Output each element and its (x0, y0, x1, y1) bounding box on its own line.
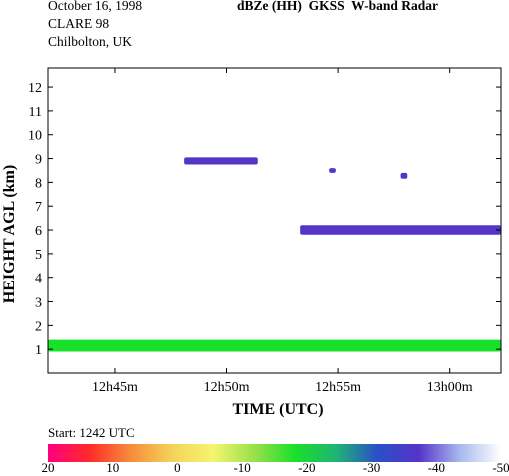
colorbar-tick-label: -30 (362, 460, 381, 475)
echo-layer (400, 172, 408, 179)
y-axis-label: HEIGHT AGL (km) (1, 165, 18, 303)
y-tick-label: 7 (35, 200, 42, 215)
colorbar-tick-label: -10 (233, 460, 251, 475)
y-tick-label: 11 (29, 105, 42, 120)
chart-title: dBZe (HH) GKSS W-band Radar (237, 0, 439, 13)
x-tick-label: 13h00m (427, 380, 473, 395)
x-axis: 12h45m 12h50m 12h55m 13h00m (92, 68, 473, 395)
colorbar-tick-label: 0 (174, 460, 181, 475)
y-tick-label: 1 (35, 343, 42, 358)
colorbar-tick-label: -20 (298, 460, 316, 475)
campaign-label: CLARE 98 (48, 16, 110, 31)
colorbar-tick-label: 20 (41, 460, 55, 475)
date-label: October 16, 1998 (48, 0, 143, 13)
x-tick-label: 12h55m (315, 380, 361, 395)
y-tick-label: 12 (28, 81, 42, 96)
colorbar (48, 444, 501, 462)
colorbar-tick-label: 10 (106, 460, 120, 475)
x-tick-label: 12h50m (204, 380, 250, 395)
location-label: Chilbolton, UK (48, 34, 133, 49)
y-tick-label: 3 (35, 296, 42, 311)
y-tick-label: 6 (35, 224, 42, 239)
y-tick-label: 2 (35, 319, 42, 334)
plot-frame (47, 67, 502, 374)
echo-layer (329, 168, 336, 173)
start-time-label: Start: 1242 UTC (48, 425, 135, 440)
x-tick-label: 12h45m (92, 380, 138, 395)
y-tick-label: 10 (28, 129, 42, 144)
echo-layer (48, 339, 501, 352)
echo-layers (48, 157, 501, 352)
header-info: October 16, 1998 CLARE 98 Chilbolton, UK (48, 0, 142, 51)
echo-layer (184, 157, 258, 165)
colorbar-tick-label: -50 (492, 460, 509, 475)
y-tick-label: 9 (35, 153, 42, 168)
y-tick-label: 8 (35, 176, 42, 191)
colorbar-tick-label: -40 (427, 460, 445, 475)
y-tick-label: 4 (35, 272, 42, 287)
echo-layer (300, 225, 501, 235)
x-axis-label: TIME (UTC) (232, 401, 323, 418)
y-tick-label: 5 (35, 248, 42, 263)
